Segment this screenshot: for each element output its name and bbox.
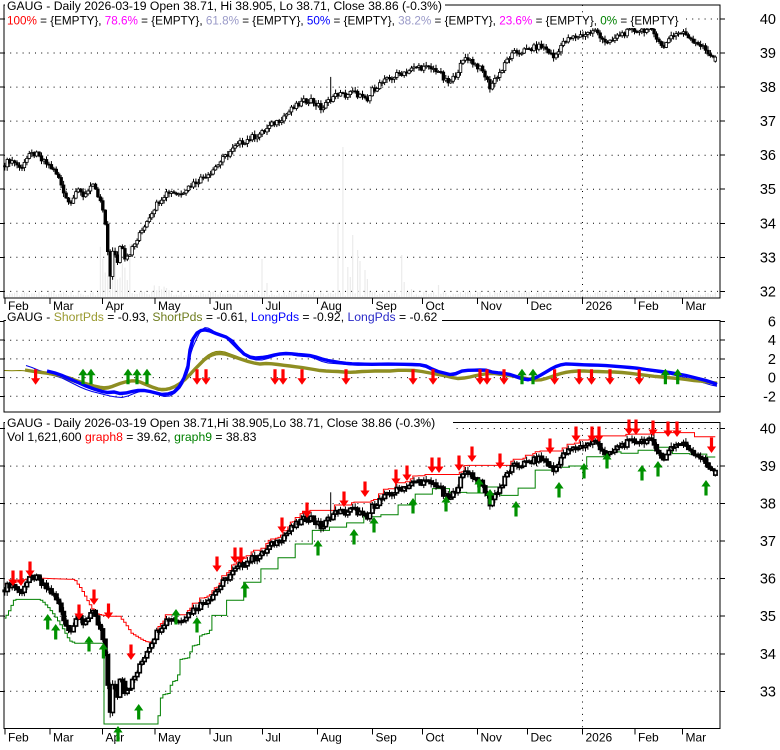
svg-text:Mar: Mar bbox=[53, 731, 74, 745]
svg-text:33: 33 bbox=[760, 684, 776, 700]
svg-text:Jun: Jun bbox=[213, 299, 232, 313]
svg-text:Nov: Nov bbox=[481, 299, 502, 313]
svg-text:GAUG - ShortPds = -0.93, Short: GAUG - ShortPds = -0.93, ShortPds = -0.6… bbox=[7, 310, 438, 324]
svg-text:-2: -2 bbox=[763, 389, 776, 405]
svg-text:40: 40 bbox=[760, 12, 776, 28]
svg-text:Sep: Sep bbox=[376, 731, 398, 745]
svg-text:GAUG - Daily 2026-03-19 Open 3: GAUG - Daily 2026-03-19 Open 38.71,Hi 38… bbox=[7, 416, 435, 430]
svg-text:Feb: Feb bbox=[8, 731, 29, 745]
svg-text:40: 40 bbox=[760, 422, 776, 438]
svg-text:May: May bbox=[158, 731, 181, 745]
svg-text:Aug: Aug bbox=[321, 731, 342, 745]
svg-text:Oct: Oct bbox=[426, 299, 445, 313]
svg-text:Jun: Jun bbox=[213, 731, 232, 745]
svg-text:May: May bbox=[158, 299, 181, 313]
svg-text:0: 0 bbox=[768, 371, 776, 387]
svg-text:37: 37 bbox=[760, 114, 776, 130]
svg-text:Aug: Aug bbox=[321, 299, 342, 313]
svg-text:2: 2 bbox=[768, 352, 776, 368]
svg-text:Nov: Nov bbox=[481, 731, 502, 745]
svg-text:2026: 2026 bbox=[586, 731, 613, 745]
svg-text:Jul: Jul bbox=[266, 299, 281, 313]
svg-text:35: 35 bbox=[760, 182, 776, 198]
svg-text:36: 36 bbox=[760, 572, 776, 588]
svg-text:4: 4 bbox=[768, 333, 776, 349]
svg-text:Mar: Mar bbox=[686, 731, 707, 745]
svg-text:33: 33 bbox=[760, 250, 776, 266]
svg-text:100% = {EMPTY}, 78.6% = {EMPTY: 100% = {EMPTY}, 78.6% = {EMPTY}, 61.8% =… bbox=[7, 15, 679, 28]
svg-text:Dec: Dec bbox=[531, 731, 552, 745]
svg-text:Feb: Feb bbox=[638, 299, 659, 313]
svg-text:Apr: Apr bbox=[106, 299, 125, 313]
svg-text:36: 36 bbox=[760, 148, 776, 164]
svg-text:39: 39 bbox=[760, 46, 776, 62]
svg-text:6: 6 bbox=[768, 315, 776, 331]
svg-text:Apr: Apr bbox=[106, 731, 125, 745]
svg-text:Dec: Dec bbox=[531, 299, 552, 313]
svg-text:37: 37 bbox=[760, 534, 776, 550]
svg-text:Feb: Feb bbox=[8, 299, 29, 313]
svg-text:38: 38 bbox=[760, 497, 776, 513]
svg-text:Feb: Feb bbox=[638, 731, 659, 745]
svg-text:2026: 2026 bbox=[586, 299, 613, 313]
svg-text:39: 39 bbox=[760, 459, 776, 475]
svg-text:Jul: Jul bbox=[266, 731, 281, 745]
svg-text:Vol 1,621,600 graph8 = 39.62,: Vol 1,621,600 graph8 = 39.62, graph9 = 3… bbox=[7, 430, 257, 444]
svg-text:32: 32 bbox=[760, 284, 776, 300]
svg-text:GAUG - Daily 2026-03-19 Open 3: GAUG - Daily 2026-03-19 Open 38.71, Hi 3… bbox=[7, 0, 442, 13]
svg-text:Mar: Mar bbox=[53, 299, 74, 313]
svg-text:35: 35 bbox=[760, 609, 776, 625]
svg-text:Mar: Mar bbox=[686, 299, 707, 313]
svg-text:Oct: Oct bbox=[426, 731, 445, 745]
svg-text:38: 38 bbox=[760, 80, 776, 96]
svg-text:Sep: Sep bbox=[376, 299, 398, 313]
svg-text:34: 34 bbox=[760, 647, 776, 663]
svg-text:34: 34 bbox=[760, 216, 776, 232]
